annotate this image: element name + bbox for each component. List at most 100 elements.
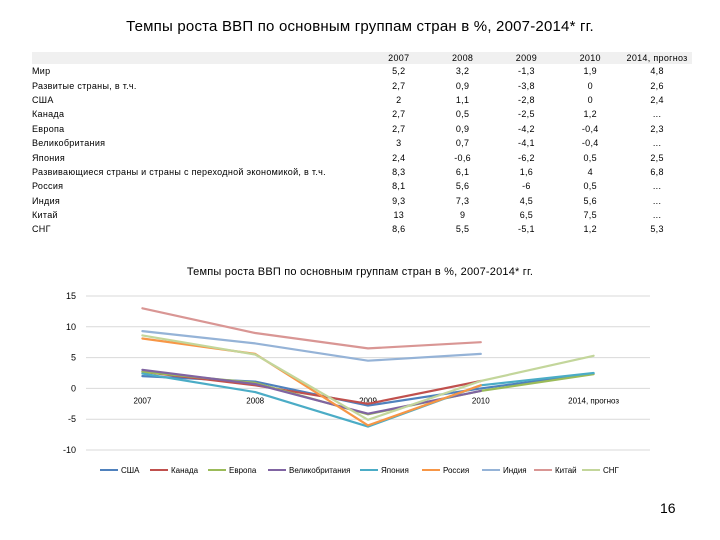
table-cell: 5,2 [392, 66, 406, 77]
y-tick-label: 0 [71, 383, 76, 393]
table-cell-label: Мир [32, 66, 51, 77]
table-cell: 3,2 [455, 66, 470, 77]
table-cell: -5,1 [518, 224, 535, 235]
table-row: Развитые страны, в т.ч. 2,7 0,9 -3,8 0 2,6 [32, 78, 692, 92]
table-cell: 7,5 [583, 210, 597, 221]
y-tick-label: -5 [68, 414, 76, 424]
table-cell-label: Россия [32, 181, 64, 192]
x-tick-label: 2009 [359, 396, 377, 405]
y-tick-label: 15 [66, 291, 76, 301]
table-cell: 4,5 [519, 195, 534, 206]
table-cell: -0,4 [581, 138, 599, 149]
table-cell: -4,2 [518, 123, 535, 134]
table-cell: 7,3 [455, 195, 470, 206]
table-cell: 0 [587, 94, 593, 105]
table-cell: 0,5 [455, 109, 470, 120]
y-tick-label: -10 [63, 445, 76, 455]
y-tick-label: 5 [71, 353, 76, 363]
table-cell: 6,8 [650, 166, 664, 177]
chart-container: Темпы роста ВВП по основным группам стра… [60, 262, 700, 492]
table-cell: 2,4 [392, 152, 406, 163]
table-cell: 0,5 [583, 152, 597, 163]
gdp-table-container: 2007 2008 2009 2010 2014, прогноз Мир 5,2… [32, 52, 692, 237]
table-cell-label: Канада [32, 109, 65, 120]
legend-label: Россия [443, 466, 469, 475]
x-tick-label: 2010 [472, 396, 490, 405]
table-cell-label: Япония [32, 152, 66, 163]
table-cell: -2,8 [518, 94, 535, 105]
table-row: Россия 8,1 5,6 -6 0,5... [32, 179, 692, 193]
table-cell: 0,5 [583, 181, 597, 192]
table-cell: 4,8 [650, 66, 664, 77]
table-header-cell: 2008 [451, 53, 474, 63]
table-cell-label: США [32, 94, 54, 105]
table-row: Япония 2,4 -0,6 -6,2 0,5 2,5 [32, 150, 692, 164]
table-cell: 3 [396, 138, 402, 149]
page-number: 16 [660, 500, 676, 516]
table-row: Европа 2,7 0,9 -4,2 -0,4 2,3 [32, 122, 692, 136]
table-row: Китай 13 9 6,5 7,5... [32, 208, 692, 222]
table-cell: 1,2 [583, 109, 597, 120]
series-line [141, 330, 482, 362]
table-header-cell: 2014, прогноз [626, 53, 688, 63]
table-cell: 4 [587, 166, 593, 177]
series-line [141, 334, 595, 421]
table-cell: -6,2 [518, 152, 535, 163]
table-cell: 1,9 [583, 66, 597, 77]
table-header-cell: 2009 [515, 53, 538, 63]
series-line [141, 370, 482, 405]
series-line [141, 371, 595, 428]
table-cell: -2,5 [518, 109, 535, 120]
table-header-cell: 2007 [388, 53, 410, 63]
legend-label: Европа [229, 466, 257, 475]
table-cell: 2,5 [650, 152, 664, 163]
table-cell: 8,6 [392, 224, 406, 235]
table-cell: 9,3 [392, 195, 406, 206]
table-cell: 2,7 [392, 123, 406, 134]
legend-label: СНГ [603, 466, 620, 475]
table-cell: 1,2 [583, 224, 597, 235]
table-cell-label: Европа [32, 123, 65, 134]
table-cell: 13 [393, 210, 405, 221]
table-cell: ... [652, 181, 662, 192]
legend-label: Канада [171, 466, 199, 475]
table-row: Канада 2,7 0,5 -2,5 1,2... [32, 107, 692, 121]
series-line [141, 368, 482, 415]
table-cell: 8,3 [392, 166, 406, 177]
table-cell: 0,9 [455, 123, 470, 134]
table-cell: -3,8 [518, 80, 535, 91]
table-header-cell: 2010 [579, 53, 601, 63]
table-cell: ... [652, 109, 662, 120]
table-cell: 6,5 [519, 210, 534, 221]
table-cell: 0 [587, 80, 593, 91]
table-row: СНГ 8,6 5,5 -5,1 1,2 5,3 [32, 222, 692, 236]
table-cell: ... [652, 195, 662, 206]
legend-label: Китай [555, 466, 577, 475]
table-cell: 2,3 [650, 123, 664, 134]
table-cell: 2,7 [392, 109, 406, 120]
table-row: США 2 1,1 -2,8 0 2,4 [32, 93, 692, 107]
table-cell: 0,7 [455, 138, 470, 149]
table-cell: -1,3 [518, 66, 535, 77]
x-tick-label: 2007 [134, 396, 152, 405]
legend-label: Великобритания [289, 466, 350, 475]
page-title: Темпы роста ВВП по основным группам стра… [126, 18, 594, 35]
table-cell: 1,1 [455, 94, 470, 105]
chart-title: Темпы роста ВВП по основным группам стра… [186, 266, 534, 278]
table-cell: 6,1 [455, 166, 470, 177]
table-cell: -4,1 [518, 138, 535, 149]
table-row: Индия 9,3 7,3 4,5 5,6... [32, 194, 692, 208]
series-line [141, 337, 482, 427]
table-row: Мир 5,2 3,2 -1,3 1,9 4,8 [32, 64, 692, 78]
table-cell: 9 [459, 210, 466, 221]
table-cell-label: Китай [32, 210, 58, 221]
table-cell: 2,7 [392, 80, 406, 91]
table-cell: 5,5 [455, 224, 470, 235]
table-header-cell [32, 52, 367, 64]
table-cell: -0,4 [581, 123, 599, 134]
line-chart: -10 -5 0 5 10 15 2007 2008 2009 2010 2014, прогноз… [63, 291, 650, 475]
table-cell: -6 [522, 181, 531, 192]
table-cell-label: СНГ [32, 224, 51, 235]
x-tick-label: 2008 [246, 396, 264, 405]
legend-label: Япония [381, 466, 409, 475]
